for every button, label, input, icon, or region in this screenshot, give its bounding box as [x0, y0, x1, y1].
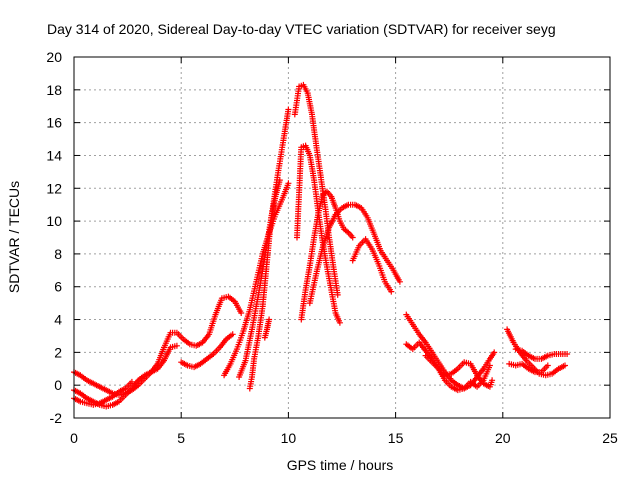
data-point-markers [422, 352, 493, 394]
data-point-markers [506, 360, 551, 376]
x-tick-label: 15 [388, 430, 404, 446]
x-tick-label: 5 [177, 430, 185, 446]
data-point-markers [349, 236, 395, 295]
series-arc-11 [298, 188, 356, 323]
data-point-markers [246, 177, 283, 392]
series-arc-19 [512, 346, 571, 362]
y-tick-label: 10 [46, 213, 62, 229]
x-tick-label: 0 [70, 430, 78, 446]
y-tick-label: 20 [46, 49, 62, 65]
y-tick-label: 6 [54, 279, 62, 295]
data-point-markers [512, 346, 571, 362]
data-point-markers [306, 201, 403, 307]
y-tick-label: 12 [46, 180, 62, 196]
x-axis-title: GPS time / hours [287, 457, 394, 473]
x-tick-label: 10 [281, 430, 297, 446]
x-axis-tick-labels: 0 5 10 15 20 25 [70, 430, 618, 446]
y-tick-label: -2 [50, 410, 63, 426]
data-point-markers [261, 316, 273, 341]
y-axis-title: SDTVAR / TECUs [6, 181, 22, 293]
x-tick-label: 25 [602, 430, 618, 446]
series-arc-7 [246, 177, 283, 392]
series-arc-13 [349, 236, 395, 295]
series-arc-9 [291, 81, 341, 298]
y-tick-label: 16 [46, 115, 62, 131]
series-arc-4 [178, 331, 236, 371]
grid-lines [74, 57, 610, 418]
data-point-markers [178, 331, 236, 371]
x-tick-label: 20 [495, 430, 511, 446]
y-tick-label: 14 [46, 147, 62, 163]
data-point-markers [298, 188, 356, 323]
y-axis-tick-labels: -2 0 2 4 6 8 10 12 14 16 18 20 [46, 49, 62, 426]
y-tick-label: 4 [54, 312, 62, 328]
y-tick-label: 8 [54, 246, 62, 262]
data-point-markers [291, 81, 341, 298]
series-arc-8 [261, 316, 273, 341]
series-arc-16 [422, 352, 493, 394]
y-tick-label: 2 [54, 344, 62, 360]
series-arc-10 [294, 142, 343, 326]
y-tick-label: 0 [54, 377, 62, 393]
series-arc-12 [306, 201, 403, 307]
data-point-markers [294, 142, 343, 326]
series-arc-18 [506, 360, 551, 376]
y-tick-label: 18 [46, 82, 62, 98]
plot-area-border [73, 56, 611, 419]
data-series [71, 81, 571, 410]
chart-title: Day 314 of 2020, Sidereal Day-to-day VTE… [47, 21, 556, 37]
